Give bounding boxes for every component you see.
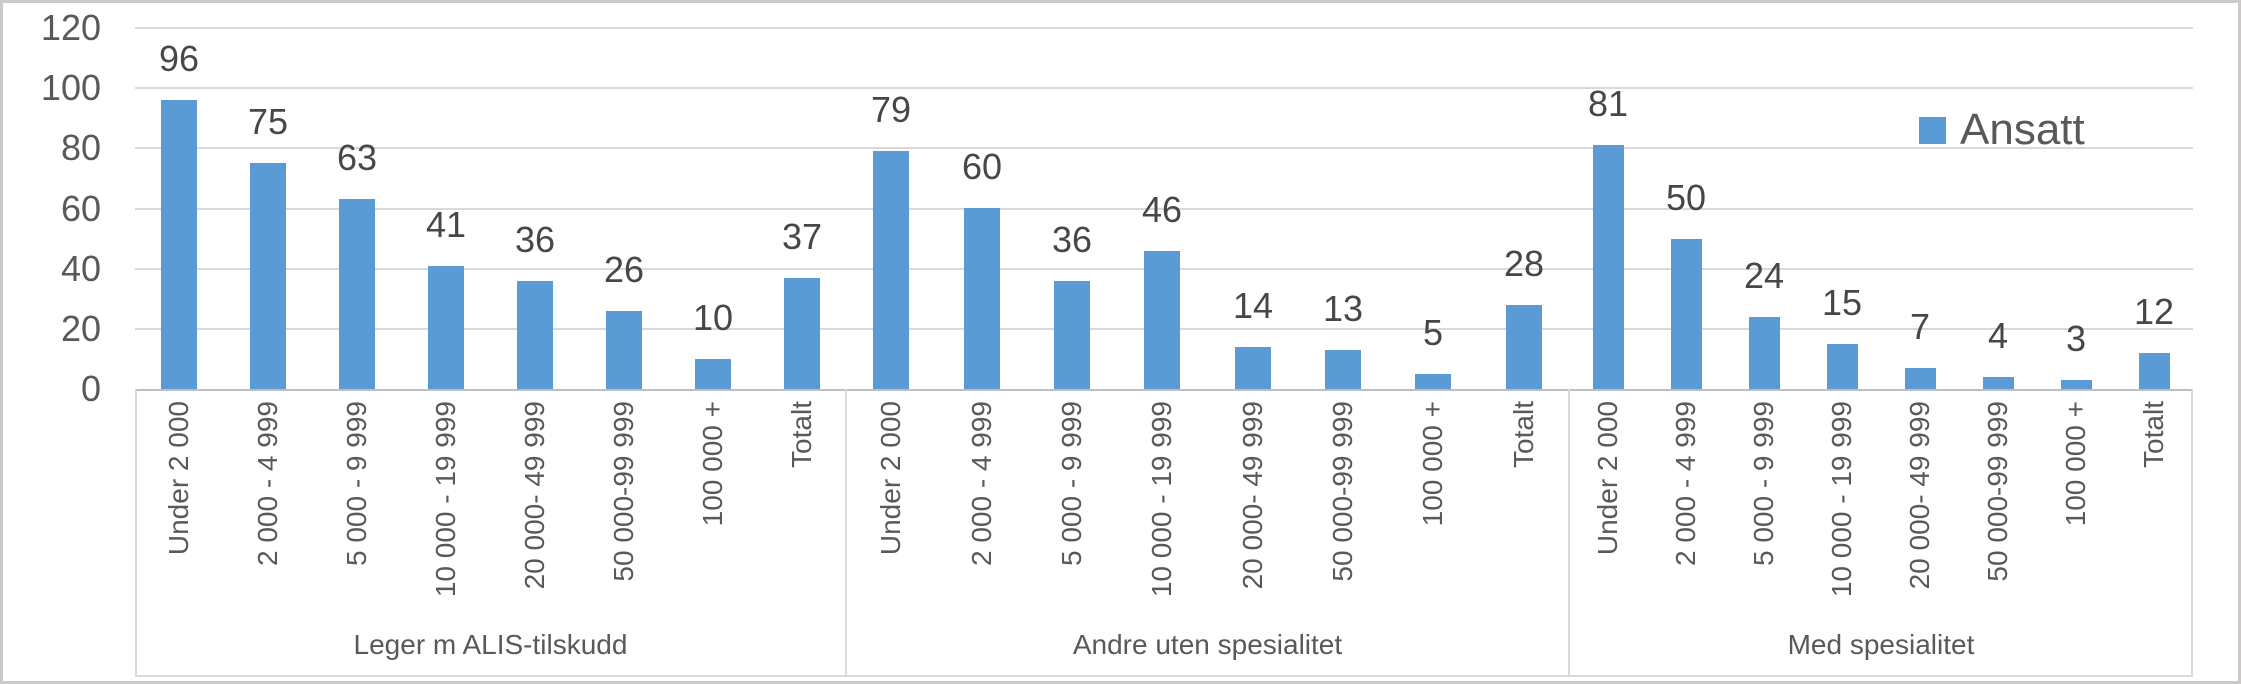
bar-value-label: 36 <box>1051 219 1093 260</box>
legend: Ansatt <box>1919 107 2085 153</box>
bar <box>2061 380 2092 389</box>
bar-value-label: 96 <box>158 38 200 79</box>
bar <box>1054 281 1090 389</box>
category-label: 50 000-99 999 <box>1327 401 1358 582</box>
bar <box>695 359 731 389</box>
bar <box>784 278 820 389</box>
bar-value-label: 75 <box>247 101 289 142</box>
bar <box>1671 239 1702 389</box>
y-axis-tick-label: 0 <box>80 368 101 409</box>
category-label: 100 000 + <box>1417 401 1448 527</box>
bar-value-label: 10 <box>692 297 734 338</box>
bar-value-label: 13 <box>1322 288 1364 329</box>
bar <box>161 100 197 389</box>
bar <box>517 281 553 389</box>
category-label: 5 000 - 9 999 <box>1748 401 1779 567</box>
bar <box>428 266 464 389</box>
bar <box>339 199 375 389</box>
category-label: Totalt <box>786 401 817 468</box>
bar <box>1593 145 1624 389</box>
legend-series-label: Ansatt <box>1960 105 2085 154</box>
category-label: 20 000- 49 999 <box>1904 401 1935 590</box>
bar <box>606 311 642 389</box>
category-label: Under 2 000 <box>875 401 906 556</box>
category-label: Totalt <box>2138 401 2169 468</box>
y-axis-tick-label: 20 <box>60 308 101 349</box>
bar-value-label: 28 <box>1503 243 1545 284</box>
bar-value-label: 50 <box>1665 177 1707 218</box>
category-label: 50 000-99 999 <box>608 401 639 582</box>
bar-value-label: 7 <box>1909 306 1931 347</box>
category-label: 10 000 - 19 999 <box>1826 401 1857 598</box>
legend-color-swatch-icon <box>1919 116 1946 144</box>
panel-divider <box>845 389 847 677</box>
bar-value-label: 63 <box>336 137 378 178</box>
group-label: Med spesialitet <box>1787 629 1975 660</box>
gridline <box>135 147 2193 149</box>
category-label: 20 000- 49 999 <box>1237 401 1268 590</box>
bar-value-label: 37 <box>781 216 823 257</box>
bar-value-label: 3 <box>2065 318 2087 359</box>
y-axis-tick-label: 100 <box>40 67 101 108</box>
gridline <box>135 87 2193 89</box>
bar-value-label: 46 <box>1141 189 1183 230</box>
category-label: 100 000 + <box>697 401 728 527</box>
category-label: 100 000 + <box>2060 401 2091 527</box>
bar-value-label: 60 <box>961 146 1003 187</box>
bar-value-label: 79 <box>870 89 912 130</box>
bar-value-label: 14 <box>1232 285 1274 326</box>
gridline <box>135 27 2193 29</box>
bar <box>250 163 286 389</box>
category-label: Totalt <box>1508 401 1539 468</box>
bar-value-label: 24 <box>1743 255 1785 296</box>
group-label: Leger m ALIS-tilskudd <box>353 629 628 660</box>
bar-value-label: 15 <box>1821 282 1863 323</box>
y-axis-tick-label: 80 <box>60 127 101 168</box>
bar <box>964 208 1000 389</box>
category-axis-box <box>135 389 2193 677</box>
bar <box>1325 350 1361 389</box>
category-label: 5 000 - 9 999 <box>1056 401 1087 567</box>
bar <box>1983 377 2014 389</box>
bar <box>1827 344 1858 389</box>
category-label: 20 000- 49 999 <box>519 401 550 590</box>
panel-divider <box>1568 389 1570 677</box>
category-label: 2 000 - 4 999 <box>1670 401 1701 567</box>
bar-value-label: 4 <box>1987 315 2009 356</box>
bar-value-label: 36 <box>514 219 556 260</box>
y-axis-tick-label: 60 <box>60 188 101 229</box>
y-axis-tick-label: 120 <box>40 7 101 48</box>
bar-value-label: 81 <box>1587 83 1629 124</box>
category-label: Under 2 000 <box>1592 401 1623 556</box>
bar <box>1144 251 1180 389</box>
category-label: 2 000 - 4 999 <box>966 401 997 567</box>
y-axis-tick-label: 40 <box>60 248 101 289</box>
bar <box>1506 305 1542 389</box>
category-label: 50 000-99 999 <box>1982 401 2013 582</box>
category-label: 5 000 - 9 999 <box>341 401 372 567</box>
category-label: 10 000 - 19 999 <box>1146 401 1177 598</box>
category-label: Under 2 000 <box>163 401 194 556</box>
bar <box>1235 347 1271 389</box>
bar-value-label: 26 <box>603 249 645 290</box>
category-label: 10 000 - 19 999 <box>430 401 461 598</box>
bar-value-label: 12 <box>2133 291 2175 332</box>
bar-value-label: 41 <box>425 204 467 245</box>
bar <box>1415 374 1451 389</box>
bar <box>873 151 909 389</box>
bar <box>1905 368 1936 389</box>
bar <box>1749 317 1780 389</box>
gridline <box>135 208 2193 210</box>
bar-value-label: 5 <box>1422 312 1444 353</box>
category-label: 2 000 - 4 999 <box>252 401 283 567</box>
group-label: Andre uten spesialitet <box>1072 629 1343 660</box>
bar <box>2139 353 2170 389</box>
